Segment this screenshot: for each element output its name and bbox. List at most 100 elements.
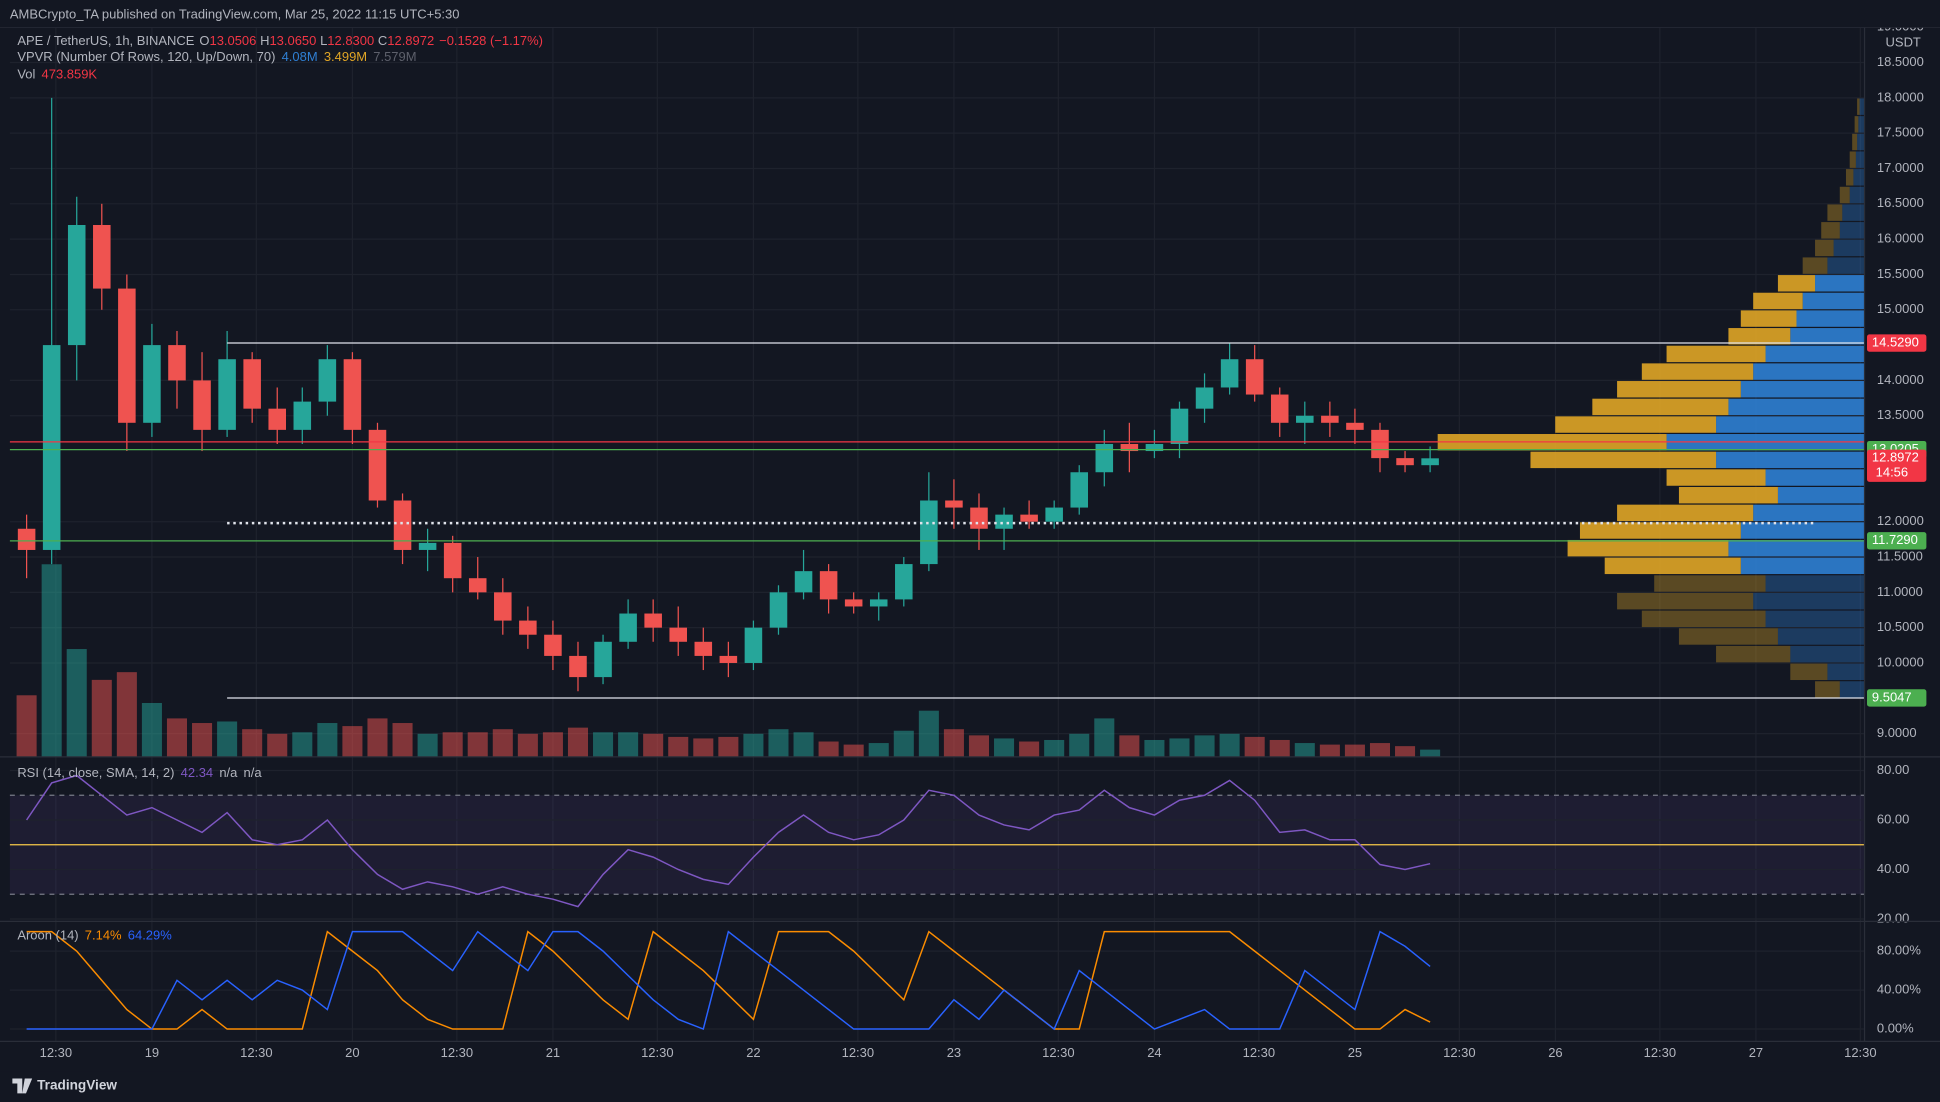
y-tick-label: 12.0000 (1877, 513, 1924, 528)
y-tick-label: 10.0000 (1877, 654, 1924, 669)
x-tick-label: 12:30 (441, 1045, 473, 1060)
candle-body (468, 578, 487, 593)
candle-body (1245, 359, 1264, 395)
candle-body (744, 627, 763, 663)
ohlc-label: O (199, 33, 209, 48)
volume-bar (1420, 749, 1441, 757)
x-tick-label: 20 (345, 1045, 359, 1060)
candle-body (1195, 387, 1214, 409)
price-change: −0.1528 (−1.17%) (439, 33, 543, 48)
volume-bar (1344, 744, 1365, 757)
x-tick-label: 19 (145, 1045, 159, 1060)
candle-body (945, 500, 963, 508)
level-label-bg (1867, 689, 1927, 707)
x-tick-label: 22 (746, 1045, 760, 1060)
candle-body (1220, 359, 1239, 388)
profile-down (1716, 645, 1791, 663)
brand-logo (12, 1078, 33, 1094)
profile-down (1740, 310, 1797, 327)
unit-label: USDT (1886, 35, 1921, 50)
volume-bar (567, 727, 589, 757)
volume-bar (918, 710, 939, 757)
volume-bar (618, 732, 639, 757)
candle-body (1421, 458, 1439, 466)
candle-body (418, 542, 437, 550)
profile-down (1753, 292, 1803, 310)
volume-bar (1244, 736, 1265, 757)
y-tick-label: 13.5000 (1877, 407, 1924, 422)
volume-bar (442, 732, 463, 757)
profile-up (1842, 204, 1865, 221)
candle-body (93, 225, 111, 289)
x-tick-label: 21 (546, 1045, 560, 1060)
volume-bar (893, 730, 914, 757)
y-tick-label: 9.0000 (1877, 725, 1917, 740)
volume-bar (1044, 739, 1065, 757)
profile-down (1641, 610, 1766, 628)
profile-up (1716, 416, 1865, 433)
volume-bar (492, 729, 513, 757)
symbol-title: APE / TetherUS, 1h, BINANCE (17, 33, 194, 48)
volume-bar (467, 732, 488, 757)
volume-value: 473.859K (42, 67, 98, 82)
candle-body (393, 500, 412, 550)
candle-body (1371, 429, 1389, 459)
candle-body (995, 514, 1013, 529)
volume-bar (267, 733, 288, 757)
volume-bar (342, 726, 363, 757)
candle-body (1145, 443, 1164, 452)
profile-down (1567, 539, 1729, 557)
profile-down (1777, 275, 1816, 292)
candle-body (869, 599, 888, 607)
y-tick-label: 17.5000 (1877, 125, 1924, 140)
volume-bar (994, 738, 1015, 757)
last-price-bg (1867, 449, 1927, 482)
candle-body (17, 528, 36, 550)
ohlc-label: L (320, 33, 327, 48)
volume-bar (16, 695, 37, 757)
candle-body (769, 592, 788, 628)
candle-body (67, 225, 86, 346)
candle-body (1020, 514, 1038, 522)
profile-down (1854, 116, 1859, 133)
level-label-bg (1867, 532, 1927, 550)
candle-body (1270, 394, 1289, 423)
volume-bar (217, 721, 238, 757)
profile-up (1740, 557, 1865, 575)
profile-up (1753, 592, 1865, 610)
volume-bar (718, 736, 739, 757)
y-tick-label: 15.5000 (1877, 266, 1924, 281)
candle-body (1346, 422, 1364, 430)
profile-up (1833, 239, 1865, 257)
vpvr-total: 3.499M (324, 50, 367, 65)
profile-down (1802, 257, 1828, 274)
volume-bar (1144, 739, 1165, 757)
ohlc-value: 13.0650 (269, 33, 316, 48)
y-tick-label: 16.5000 (1877, 195, 1924, 210)
profile-up (1802, 292, 1865, 310)
profile-down (1815, 681, 1840, 698)
volume-bar (843, 744, 864, 757)
volume-bar (793, 732, 814, 757)
candle-body (544, 634, 562, 656)
y-tick-label: 11.5000 (1877, 548, 1923, 563)
countdown: 14:56 (1876, 465, 1908, 480)
profile-down (1579, 522, 1741, 539)
profile-down (1617, 381, 1741, 398)
x-tick-label: 12:30 (1243, 1045, 1275, 1060)
profile-down (1827, 204, 1843, 221)
candle-body (694, 641, 713, 656)
y-tick-label: 18.5000 (1877, 54, 1924, 69)
volume-bar (818, 741, 839, 757)
aroon-value: 64.29% (128, 928, 172, 943)
profile-up (1716, 451, 1865, 469)
profile-up (1728, 398, 1865, 416)
y-tick-label: 40.00% (1877, 982, 1921, 997)
candle-body (494, 592, 512, 621)
aroon-title: Aroon (14) (17, 928, 78, 943)
profile-down (1815, 239, 1834, 257)
volume-legend: Vol 473.859K (17, 67, 97, 82)
profile-down (1666, 469, 1766, 486)
rsi-value: n/a (219, 766, 238, 781)
